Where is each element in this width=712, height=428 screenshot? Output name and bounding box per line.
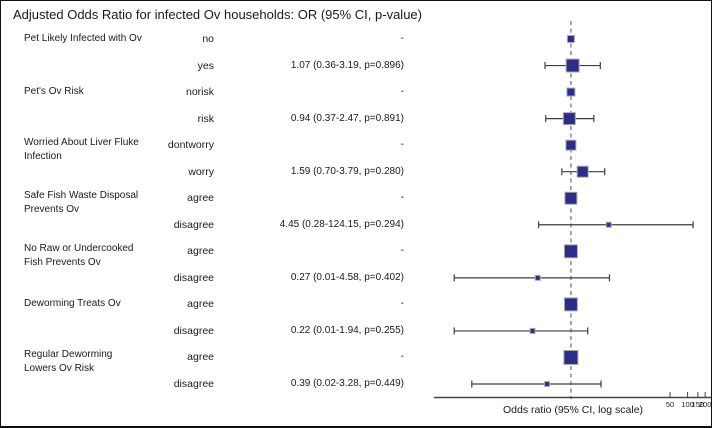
forest-marker bbox=[563, 244, 578, 259]
figure-title: Adjusted Odds Ratio for infected Ov hous… bbox=[13, 7, 422, 22]
level-label: norisk bbox=[185, 86, 214, 99]
or-value: 0.39 (0.02-3.28, p=0.449) bbox=[290, 378, 404, 390]
group-label: Worried About Liver Fluke Infection bbox=[24, 137, 139, 163]
level-label: agree bbox=[187, 192, 214, 205]
level-label: worry bbox=[188, 165, 214, 178]
or-value: - bbox=[400, 245, 404, 257]
or-value: 0.22 (0.01-1.94, p=0.255) bbox=[290, 324, 404, 336]
forest-marker bbox=[605, 221, 612, 228]
or-value: 0.94 (0.37-2.47, p=0.891) bbox=[290, 112, 404, 124]
forest-marker bbox=[534, 274, 541, 281]
x-axis-label: Odds ratio (95% CI, log scale) bbox=[502, 404, 644, 416]
or-value: - bbox=[400, 298, 404, 310]
level-label: disagree bbox=[173, 218, 214, 231]
level-label: agree bbox=[187, 351, 214, 364]
tick-label: 50 bbox=[666, 400, 674, 409]
or-value: 1.07 (0.36-3.19, p=0.896) bbox=[290, 59, 404, 71]
group-label: Pet's Ov Risk bbox=[24, 86, 84, 98]
level-label: agree bbox=[187, 245, 214, 258]
level-label: yes bbox=[197, 59, 214, 72]
or-value: 0.27 (0.01-4.58, p=0.402) bbox=[290, 271, 404, 283]
forest-marker bbox=[563, 349, 579, 365]
or-value: - bbox=[400, 139, 404, 151]
forest-marker bbox=[544, 381, 551, 388]
forest-marker bbox=[566, 35, 575, 43]
forest-marker bbox=[563, 297, 578, 312]
or-value: 4.45 (0.28-124.15, p=0.294) bbox=[279, 218, 404, 230]
tick-label: 150 bbox=[692, 400, 705, 409]
forest-marker bbox=[564, 191, 578, 205]
or-value: - bbox=[400, 33, 404, 44]
level-label: no bbox=[202, 33, 214, 45]
forest-marker bbox=[566, 87, 576, 97]
or-value: - bbox=[400, 351, 404, 363]
level-label: disagree bbox=[173, 271, 214, 284]
level-label: dontworry bbox=[167, 139, 214, 152]
group-label: Regular Deworming Lowers Ov Risk bbox=[24, 349, 113, 375]
group-label: Deworming Treats Ov bbox=[24, 298, 121, 310]
or-value: 1.59 (0.70-3.79, p=0.280) bbox=[290, 165, 404, 177]
or-value: - bbox=[400, 86, 404, 98]
level-label: risk bbox=[197, 112, 214, 125]
forest-marker bbox=[562, 112, 576, 126]
level-label: disagree bbox=[173, 324, 214, 337]
forest-marker bbox=[565, 58, 580, 73]
tick-label: 100 bbox=[681, 400, 694, 409]
forest-marker bbox=[576, 165, 589, 178]
group-label: No Raw or Undercooked Fish Prevents Ov bbox=[24, 243, 134, 269]
group-label: Pet Likely Infected with Ov bbox=[24, 33, 142, 44]
group-label: Safe Fish Waste Disposal Prevents Ov bbox=[24, 190, 139, 216]
forest-marker bbox=[565, 139, 577, 151]
tick-label: 200 bbox=[699, 400, 712, 409]
forest-marker bbox=[529, 327, 536, 334]
level-label: agree bbox=[187, 298, 214, 311]
level-label: disagree bbox=[173, 378, 214, 391]
or-value: - bbox=[400, 192, 404, 204]
